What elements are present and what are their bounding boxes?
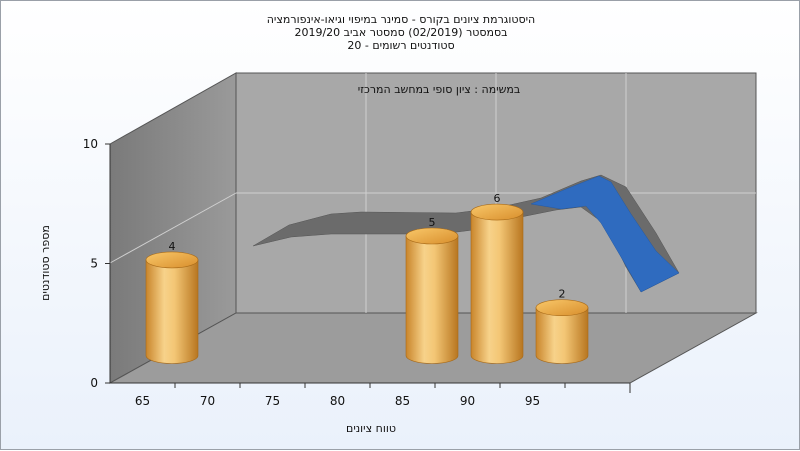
bar-cap: [470, 203, 524, 221]
chart-title-line-2: בסמסטר (02/2019) סמסטר אביב 2019/20: [294, 26, 507, 39]
x-ticks-group: 65 70 75 80 85 90 95: [135, 383, 566, 408]
bar-cap: [405, 227, 459, 245]
bar: 6: [470, 192, 524, 364]
x-tick-label: 70: [200, 394, 215, 408]
y-tick-label: 5: [90, 257, 98, 271]
bar-body: [405, 235, 459, 364]
bars-group: 4 5 6 2: [145, 192, 589, 364]
x-tick-label: 65: [135, 394, 150, 408]
y-tick-label: 10: [83, 137, 98, 151]
y-ticks-group: 0 5 10: [83, 137, 110, 390]
bar-data-label: 5: [429, 216, 436, 229]
bar: 2: [535, 288, 589, 364]
bar: 5: [405, 216, 459, 364]
bar-cap: [145, 251, 199, 269]
y-tick-label: 0: [90, 376, 98, 390]
y-axis-label: מספר סטודנטים: [39, 225, 52, 301]
bar-body: [535, 307, 589, 364]
bar: 4: [145, 240, 199, 364]
bar-body: [145, 259, 199, 364]
x-tick-label: 80: [330, 394, 345, 408]
bar-cap: [535, 299, 589, 317]
chart-title-line-1: היסטוגרמת ציונים בקורס - סמינר במיפוי וג…: [267, 13, 536, 26]
curve-front: [530, 175, 680, 293]
x-tick-label: 95: [525, 394, 540, 408]
chart-title-line-3: סטודנטים רשומים - 20: [347, 39, 454, 52]
chart-subtitle: במשימה : ציון סופי במחשב המרכזי: [358, 83, 521, 96]
x-tick-label: 85: [395, 394, 410, 408]
bar-data-label: 6: [494, 192, 501, 205]
bar-body: [470, 211, 524, 364]
x-axis-label: טווח ציונים: [346, 422, 396, 435]
x-tick-label: 75: [265, 394, 280, 408]
bar-data-label: 2: [559, 288, 566, 301]
bar-data-label: 4: [169, 240, 176, 253]
x-tick-label: 90: [460, 394, 475, 408]
